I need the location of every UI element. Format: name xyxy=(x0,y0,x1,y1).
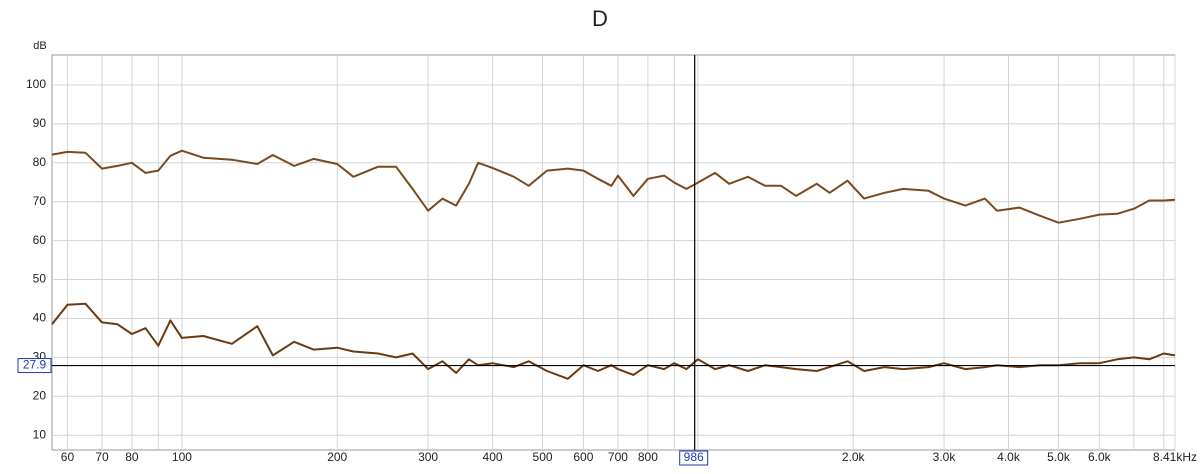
x-tick-label: 3.0k xyxy=(933,450,957,464)
x-tick-label: 700 xyxy=(608,450,628,464)
cursor-y-label: 27.9 xyxy=(23,358,47,372)
x-tick-label: 300 xyxy=(418,450,438,464)
chart-title: D xyxy=(592,6,608,31)
y-tick-label: 50 xyxy=(33,272,47,286)
x-tick-label: 500 xyxy=(533,450,553,464)
x-tick-label: 100 xyxy=(172,450,192,464)
line-series xyxy=(51,302,1176,380)
cursor-x-label: 986 xyxy=(684,450,704,464)
y-tick-label: 100 xyxy=(26,77,46,91)
x-tick-label: 70 xyxy=(95,450,109,464)
x-tick-label: 4.0k xyxy=(997,450,1021,464)
x-tick-label: 400 xyxy=(483,450,503,464)
x-tick-label: 5.0k xyxy=(1047,450,1071,464)
x-tick-label: 60 xyxy=(61,450,75,464)
x-tick-label: 80 xyxy=(125,450,139,464)
x-tick-label: 6.0k xyxy=(1088,450,1112,464)
y-tick-label: 10 xyxy=(33,427,47,441)
plot-area xyxy=(51,54,1176,451)
y-tick-label: 20 xyxy=(33,388,47,402)
y-unit: dB xyxy=(33,40,46,52)
y-tick-label: 40 xyxy=(33,311,47,325)
cursor-label-box xyxy=(679,450,709,466)
x-tick-label: 800 xyxy=(638,450,658,464)
y-tick-label: 80 xyxy=(33,155,47,169)
y-tick-label: 70 xyxy=(33,194,47,208)
y-tick-label: 90 xyxy=(33,116,47,130)
x-tick-label: 8.41kHz xyxy=(1153,450,1197,464)
x-tick-label: 600 xyxy=(573,450,593,464)
x-tick-label: 200 xyxy=(327,450,347,464)
y-tick-label: 60 xyxy=(33,233,47,247)
x-tick-label: 2.0k xyxy=(842,450,866,464)
cursor-label-box xyxy=(17,358,52,374)
line-series xyxy=(51,149,1176,224)
